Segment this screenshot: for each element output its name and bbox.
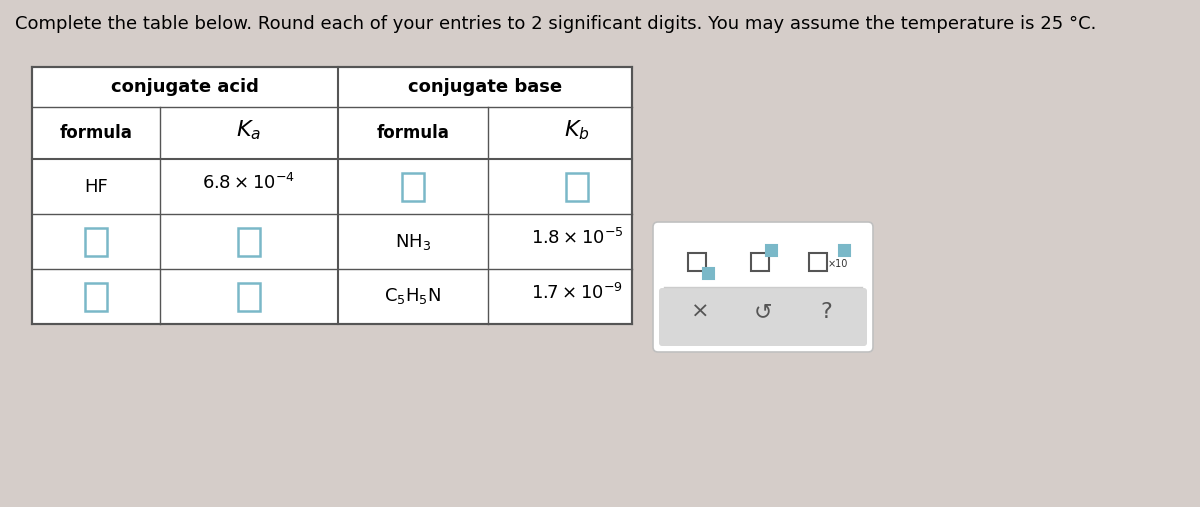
Text: ×10: ×10	[828, 259, 848, 269]
FancyBboxPatch shape	[839, 245, 850, 256]
FancyBboxPatch shape	[766, 245, 778, 256]
Text: $K_b$: $K_b$	[564, 118, 590, 142]
Text: $\mathrm{C_5H_5N}$: $\mathrm{C_5H_5N}$	[384, 286, 442, 307]
FancyBboxPatch shape	[85, 228, 107, 256]
Text: ↺: ↺	[754, 302, 773, 322]
Text: $1.7 \times 10^{-9}$: $1.7 \times 10^{-9}$	[530, 282, 623, 303]
Text: ×: ×	[691, 302, 709, 322]
FancyBboxPatch shape	[659, 288, 866, 346]
FancyBboxPatch shape	[688, 253, 706, 271]
FancyBboxPatch shape	[653, 222, 874, 352]
Text: conjugate base: conjugate base	[408, 78, 562, 96]
FancyBboxPatch shape	[238, 282, 260, 310]
FancyBboxPatch shape	[402, 172, 424, 200]
Text: ?: ?	[820, 302, 832, 322]
Text: HF: HF	[84, 177, 108, 196]
FancyBboxPatch shape	[85, 282, 107, 310]
FancyBboxPatch shape	[566, 172, 588, 200]
FancyBboxPatch shape	[809, 253, 827, 271]
FancyBboxPatch shape	[703, 268, 714, 279]
Text: $K_a$: $K_a$	[236, 118, 262, 142]
Text: $6.8 \times 10^{-4}$: $6.8 \times 10^{-4}$	[203, 172, 295, 193]
Text: $\mathrm{NH_3}$: $\mathrm{NH_3}$	[395, 232, 431, 251]
FancyBboxPatch shape	[238, 228, 260, 256]
Text: $1.8 \times 10^{-5}$: $1.8 \times 10^{-5}$	[530, 228, 624, 247]
Text: Complete the table below. Round each of your entries to 2 significant digits. Yo: Complete the table below. Round each of …	[14, 15, 1097, 33]
FancyBboxPatch shape	[751, 253, 769, 271]
Text: conjugate acid: conjugate acid	[112, 78, 259, 96]
FancyBboxPatch shape	[32, 67, 632, 324]
Text: formula: formula	[377, 124, 450, 142]
Text: formula: formula	[60, 124, 132, 142]
